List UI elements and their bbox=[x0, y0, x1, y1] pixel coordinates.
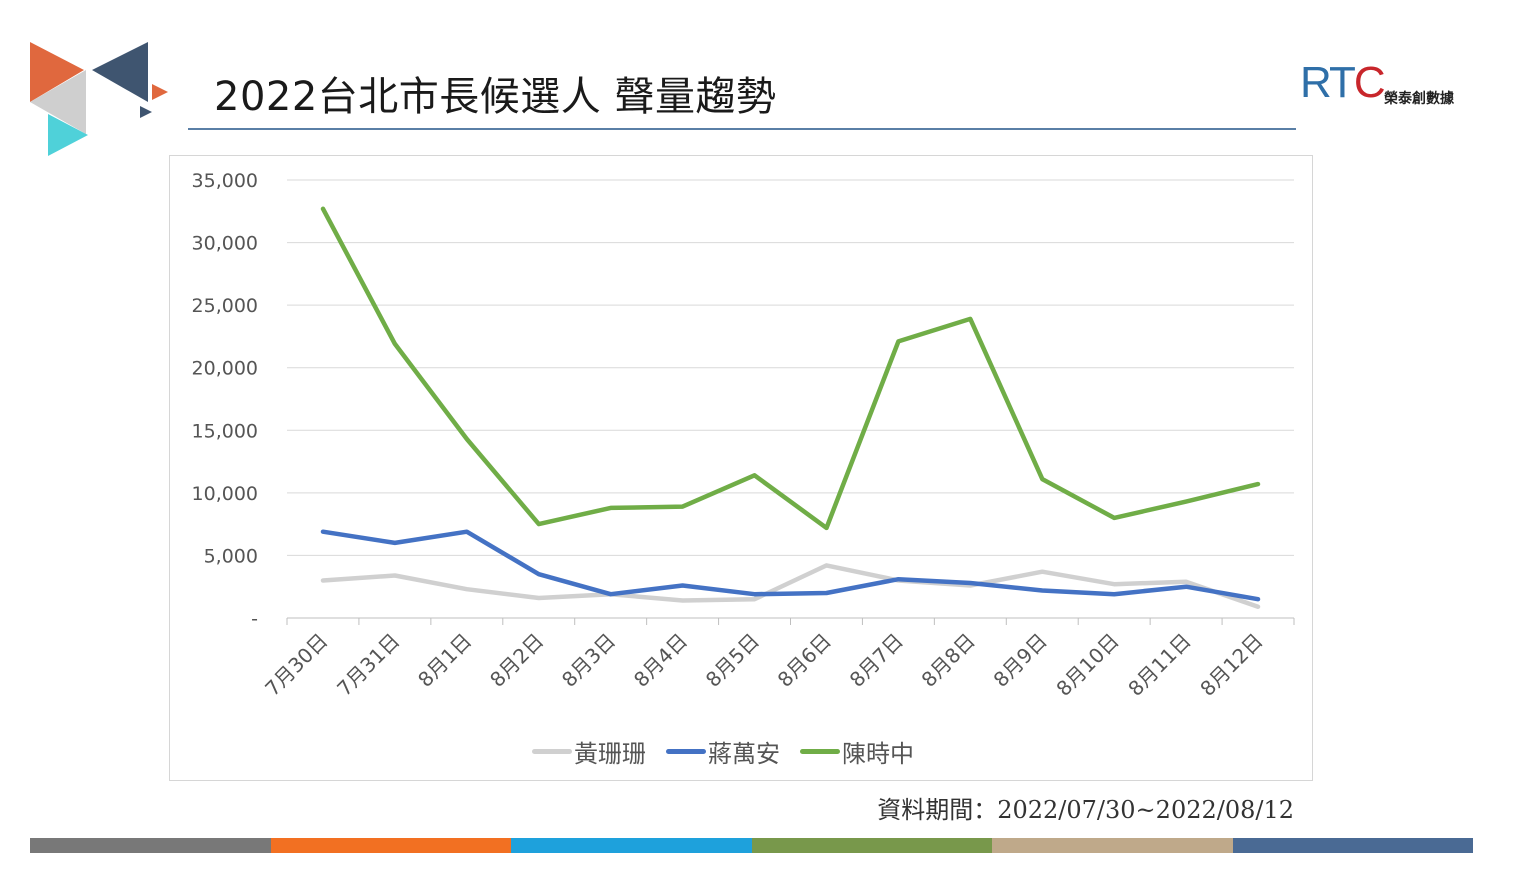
logo-triangle-navy bbox=[92, 42, 148, 102]
x-tick-label: 8月3日 bbox=[557, 629, 620, 692]
x-tick-label: 8月7日 bbox=[845, 629, 908, 692]
page-title: 2022台北市長候選人 聲量趨勢 bbox=[214, 74, 777, 120]
logo-triangle-orange bbox=[30, 42, 84, 102]
legend-label-huang: 黃珊珊 bbox=[574, 740, 646, 768]
footer-bar-tan bbox=[992, 838, 1233, 853]
data-period-note: 資料期間：2022/07/30~2022/08/12 bbox=[877, 796, 1294, 824]
x-tick-label: 8月9日 bbox=[989, 629, 1052, 692]
y-tick-label: 35,000 bbox=[192, 170, 258, 192]
logo-triangle-gray bbox=[30, 70, 86, 134]
brand-mark: RTC bbox=[1300, 58, 1386, 108]
footer-bar-green bbox=[751, 838, 992, 853]
y-tick-label: 25,000 bbox=[192, 295, 258, 317]
chart-frame: - 5,000 10,000 15,000 20,000 25,000 30,000 35,0… bbox=[169, 155, 1313, 781]
y-tick-label: 10,000 bbox=[192, 483, 258, 505]
legend-item-huang: 黃珊珊 bbox=[532, 734, 646, 769]
series-line-2 bbox=[320, 529, 1261, 602]
brand-mark-rt: RT bbox=[1300, 58, 1356, 107]
line-chart: - 5,000 10,000 15,000 20,000 25,000 30,000 35,0… bbox=[192, 170, 1295, 701]
series-line-3 bbox=[320, 206, 1261, 531]
logo-triangle-small-navy bbox=[140, 106, 152, 118]
logo-triangle-small-orange bbox=[152, 84, 168, 100]
x-tick-label: 8月11日 bbox=[1123, 629, 1195, 701]
legend-item-chiang: 蔣萬安 bbox=[666, 734, 780, 769]
x-tick-label: 8月12日 bbox=[1195, 629, 1267, 701]
y-tick-label: 30,000 bbox=[192, 233, 258, 255]
brand-name: 榮泰創數據 bbox=[1384, 91, 1454, 107]
x-tick-label: 8月5日 bbox=[701, 629, 764, 692]
legend-swatch-chen bbox=[800, 749, 840, 754]
title-divider bbox=[188, 128, 1296, 130]
logo-triangle-cyan bbox=[48, 114, 88, 156]
y-tick-label: 15,000 bbox=[192, 420, 258, 442]
brand-logo: RTC 榮泰創數據 bbox=[1300, 52, 1480, 112]
legend-label-chiang: 蔣萬安 bbox=[708, 740, 780, 768]
brand-mark-c: C bbox=[1353, 58, 1386, 107]
x-tick-label: 8月6日 bbox=[773, 629, 836, 692]
footer-bar-navy bbox=[1232, 838, 1473, 853]
chart-legend: 黃珊珊 蔣萬安 陳時中 bbox=[532, 734, 934, 769]
footer-bar-gray bbox=[30, 838, 271, 853]
legend-label-chen: 陳時中 bbox=[842, 740, 914, 768]
legend-swatch-chiang bbox=[666, 749, 706, 754]
y-tick-label: 5,000 bbox=[204, 545, 258, 567]
series-line-1 bbox=[320, 563, 1261, 609]
footer-color-bars bbox=[30, 838, 1473, 853]
brand-triangles-logo bbox=[30, 42, 168, 156]
legend-item-chen: 陳時中 bbox=[800, 734, 914, 769]
x-tick-label: 8月4日 bbox=[629, 629, 692, 692]
x-tick-label: 8月2日 bbox=[485, 629, 548, 692]
y-tick-label: - bbox=[251, 608, 258, 630]
x-tick-label: 8月1日 bbox=[413, 629, 476, 692]
x-tick-label: 7月30日 bbox=[260, 629, 332, 701]
x-tick-label: 8月8日 bbox=[917, 629, 980, 692]
x-tick-label: 8月10日 bbox=[1051, 629, 1123, 701]
legend-swatch-huang bbox=[532, 749, 572, 754]
footer-bar-blue bbox=[511, 838, 752, 853]
y-tick-label: 20,000 bbox=[192, 358, 258, 380]
footer-bar-orange bbox=[270, 838, 511, 853]
x-tick-label: 7月31日 bbox=[332, 629, 404, 701]
